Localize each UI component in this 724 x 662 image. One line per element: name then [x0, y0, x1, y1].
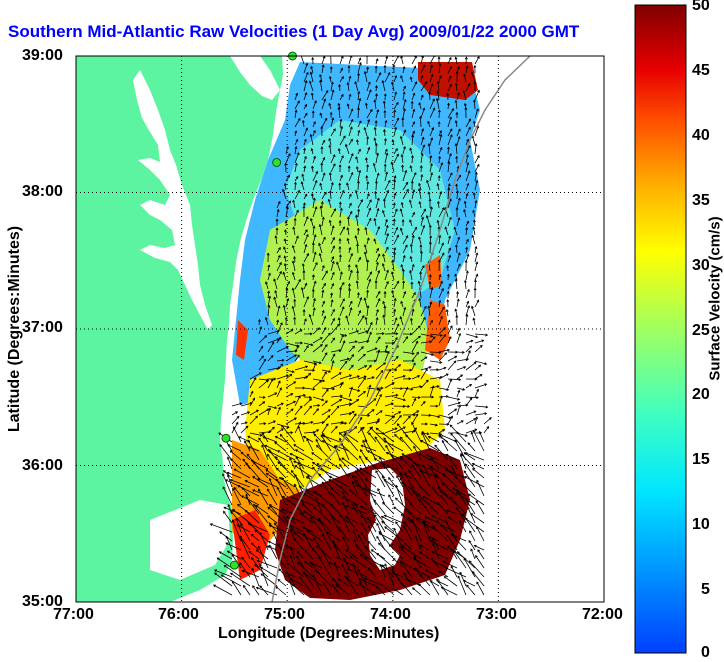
x-tick-label: 72:00 — [582, 606, 623, 624]
x-axis-label: Longitude (Degrees:Minutes) — [218, 625, 439, 643]
colorbar-tick-label: 5 — [701, 581, 710, 599]
y-tick-label: 38:00 — [22, 183, 63, 201]
y-tick-label: 37:00 — [22, 319, 63, 337]
x-tick-label: 73:00 — [476, 606, 517, 624]
y-tick-label: 35:00 — [22, 593, 63, 611]
station-marker — [273, 158, 281, 166]
x-tick-label: 76:00 — [158, 606, 199, 624]
x-tick-label: 74:00 — [370, 606, 411, 624]
colorbar-tick-label: 15 — [692, 451, 710, 469]
colorbar-label: Surface Velocity (cm/s) — [707, 194, 724, 404]
colorbar-tick-label: 40 — [692, 127, 710, 145]
colorbar-tick-label: 45 — [692, 62, 710, 80]
y-tick-label: 39:00 — [22, 47, 63, 65]
colorbar-tick-label: 0 — [701, 644, 710, 662]
station-marker — [230, 561, 238, 569]
y-tick-label: 36:00 — [22, 457, 63, 475]
colorbar-tick-label: 10 — [692, 516, 710, 534]
colorbar-tick-label: 50 — [692, 0, 710, 15]
y-axis-label: Latitude (Degrees:Minutes) — [6, 214, 24, 444]
x-tick-label: 75:00 — [264, 606, 305, 624]
velocity-vector — [430, 242, 431, 253]
colorbar — [635, 5, 686, 653]
station-marker — [222, 434, 230, 442]
